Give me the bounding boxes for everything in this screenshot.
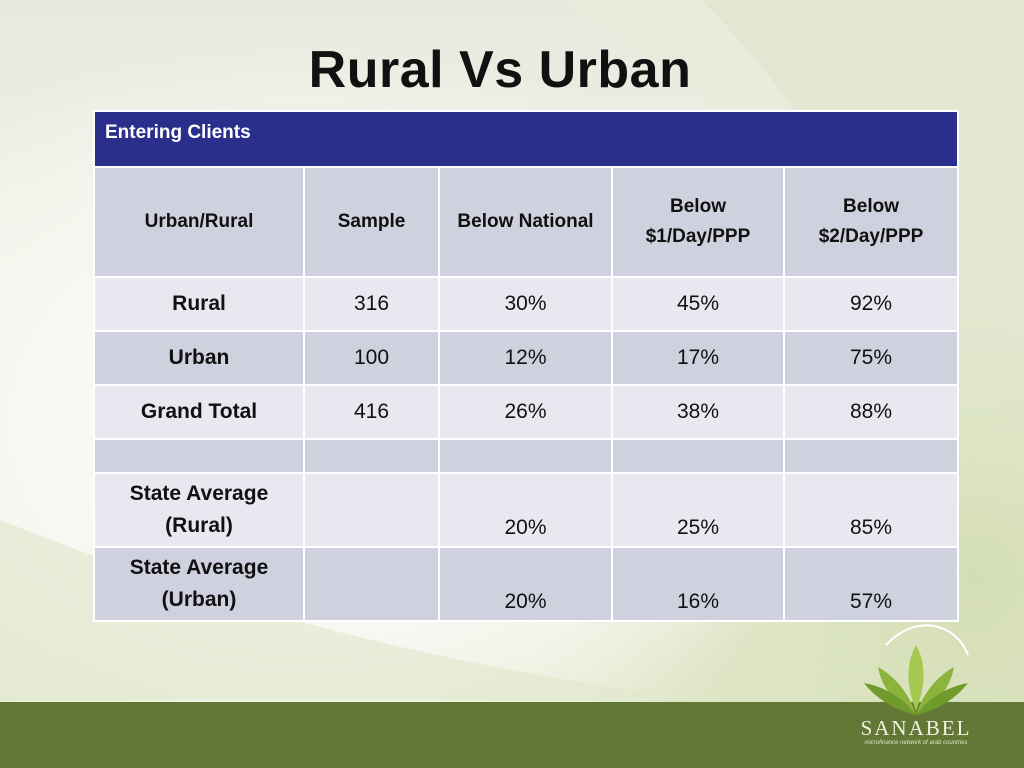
table-row: State Average (Rural) 20% 25% 85%: [93, 472, 960, 548]
table-row: State Average (Urban) 20% 16% 57%: [93, 546, 960, 622]
row-label: State Average (Urban): [93, 546, 305, 622]
cell-below-2-day: 88%: [782, 384, 960, 440]
cell-below-2-day: 92%: [782, 276, 960, 332]
cell-below-1-day: 16%: [611, 546, 785, 622]
leaf-sprout-icon: [864, 624, 969, 715]
cell-below-2-day: 85%: [782, 472, 960, 548]
logo-name: SANABEL: [860, 716, 972, 740]
header-urban-rural: Urban/Rural: [93, 166, 305, 278]
cell-sample: 100: [303, 330, 440, 386]
table-header-row: Urban/Rural Sample Below National Below …: [93, 166, 960, 278]
table-banner: Entering Clients: [92, 110, 960, 168]
row-label: Grand Total: [93, 384, 305, 440]
cell-below-national: 20%: [438, 546, 613, 622]
cell-below-1-day: 25%: [611, 472, 785, 548]
cell-sample: [303, 438, 440, 474]
cell-below-national: 30%: [438, 276, 613, 332]
table-row: Rural 316 30% 45% 92%: [93, 276, 960, 332]
row-label: State Average (Rural): [93, 472, 305, 548]
cell-below-2-day: 57%: [782, 546, 960, 622]
table-row-empty: [93, 438, 960, 474]
cell-below-1-day: [611, 438, 785, 474]
cell-sample: 316: [303, 276, 440, 332]
cell-below-1-day: 17%: [611, 330, 785, 386]
logo-tagline: microfinance network of arab countries: [864, 740, 968, 746]
header-below-2-day: Below $2/Day/PPP: [782, 166, 960, 278]
cell-below-2-day: 75%: [782, 330, 960, 386]
cell-below-national: 20%: [438, 472, 613, 548]
page-title: Rural Vs Urban: [308, 41, 692, 99]
cell-sample: [303, 546, 440, 622]
row-label: [93, 438, 305, 474]
row-label: Rural: [93, 276, 305, 332]
table-banner-row: Entering Clients: [92, 110, 960, 168]
header-below-1-day: Below $1/Day/PPP: [611, 166, 785, 278]
cell-below-national: 12%: [438, 330, 613, 386]
cell-sample: 416: [303, 384, 440, 440]
cell-below-1-day: 38%: [611, 384, 785, 440]
header-below-national: Below National: [438, 166, 613, 278]
table-row: Grand Total 416 26% 38% 88%: [93, 384, 960, 440]
clients-table-container: Entering Clients Urban/Rural Sample Belo…: [92, 110, 960, 622]
cell-below-national: 26%: [438, 384, 613, 440]
row-label: Urban: [93, 330, 305, 386]
cell-below-2-day: [782, 438, 960, 474]
rural-urban-table: Entering Clients Urban/Rural Sample Belo…: [92, 110, 960, 622]
table-row: Urban 100 12% 17% 75%: [93, 330, 960, 386]
cell-below-national: [438, 438, 613, 474]
cell-sample: [303, 472, 440, 548]
header-sample: Sample: [303, 166, 440, 278]
footer-bar: [0, 702, 1024, 768]
cell-below-1-day: 45%: [611, 276, 785, 332]
